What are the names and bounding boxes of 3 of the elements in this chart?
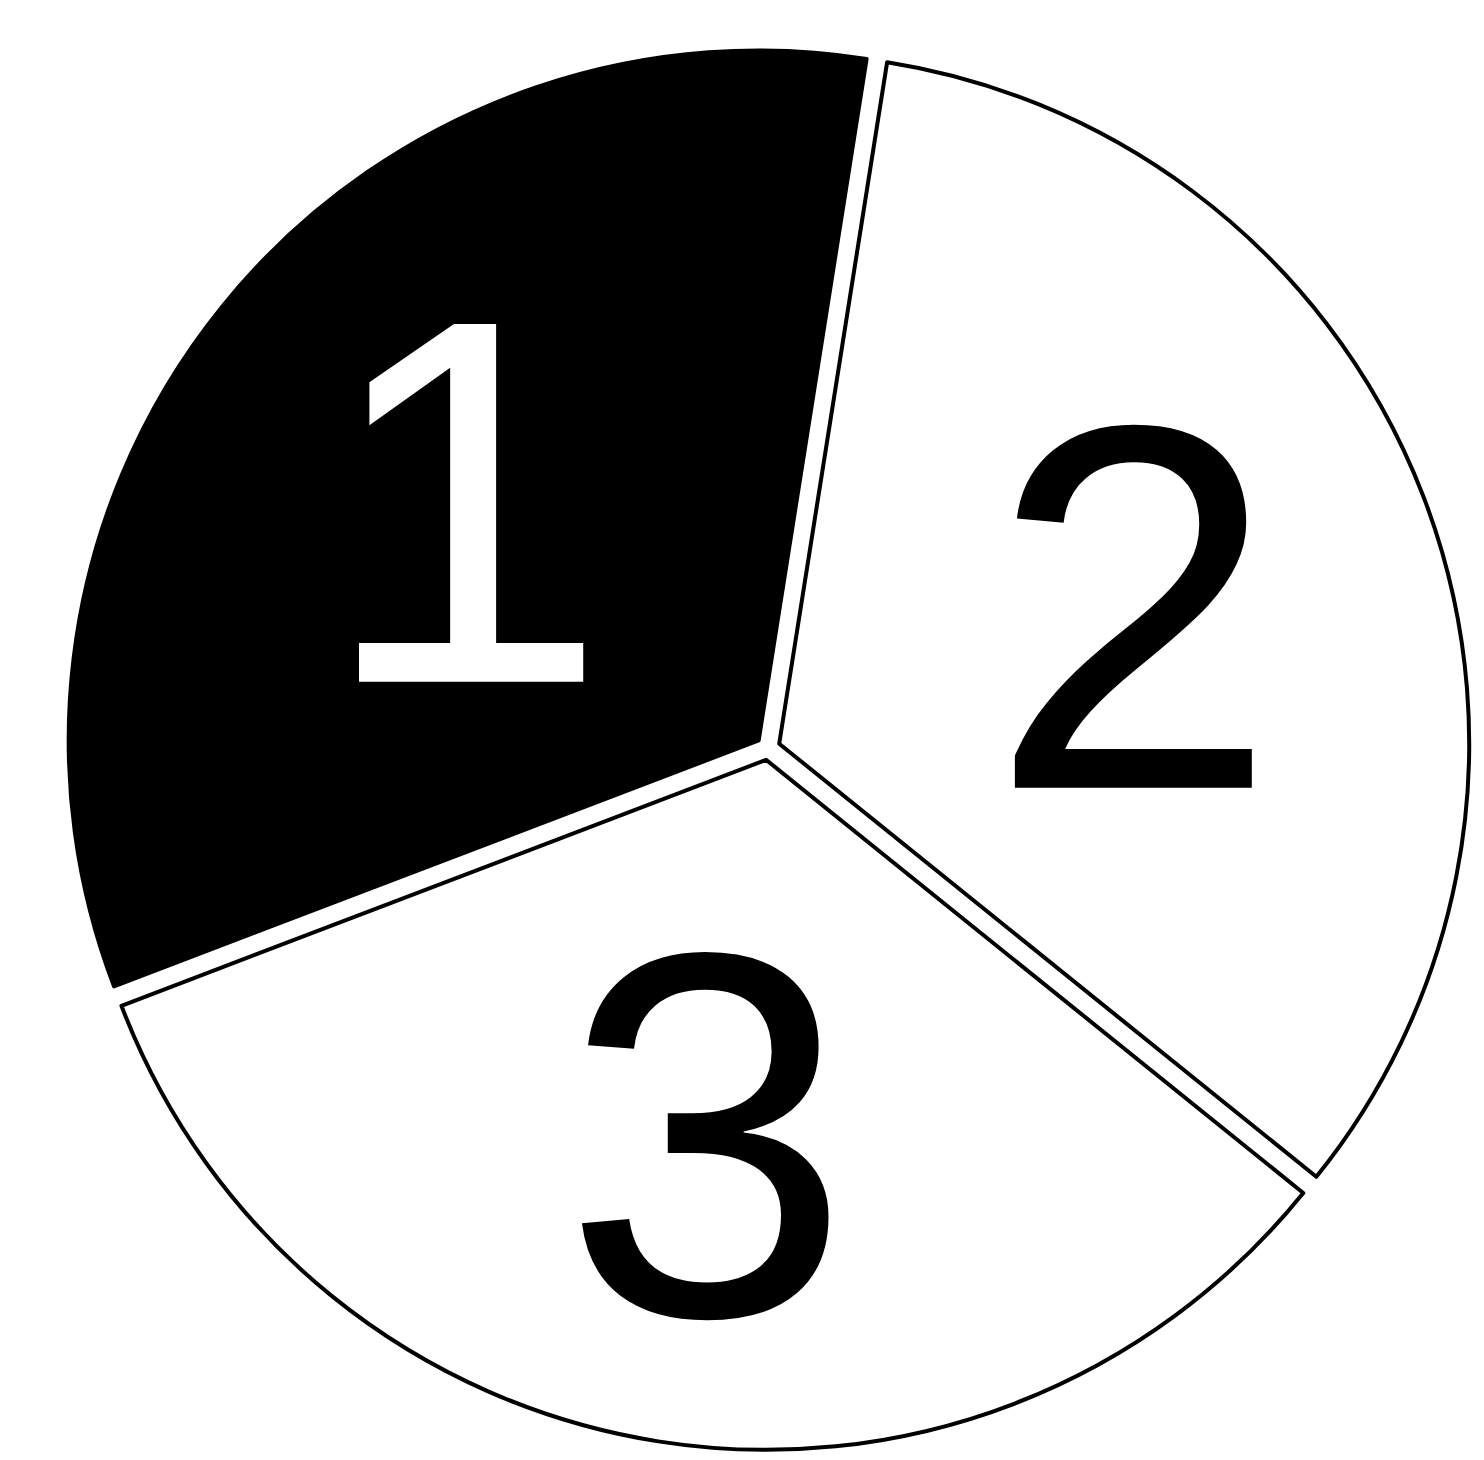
slice-label: 1 xyxy=(319,210,609,792)
slice-label: 2 xyxy=(988,316,1278,898)
slice-label: 3 xyxy=(562,844,852,1426)
